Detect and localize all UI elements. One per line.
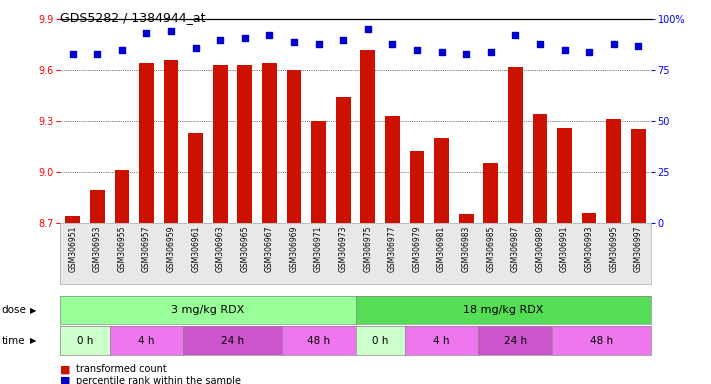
Text: 4 h: 4 h [433, 336, 450, 346]
Point [485, 49, 496, 55]
Point [411, 47, 422, 53]
Text: 0 h: 0 h [77, 336, 93, 346]
Point [92, 51, 103, 57]
Bar [287, 70, 301, 223]
Point [436, 49, 447, 55]
Point [190, 45, 201, 51]
Bar [262, 63, 277, 223]
Bar [582, 212, 597, 223]
Text: 48 h: 48 h [307, 336, 330, 346]
Point [387, 41, 398, 47]
Text: 0 h: 0 h [372, 336, 388, 346]
Bar [483, 163, 498, 223]
Bar [606, 119, 621, 223]
Point [313, 41, 324, 47]
Text: GSM306997: GSM306997 [634, 226, 643, 272]
Bar [90, 190, 105, 223]
Point [289, 38, 300, 45]
Bar [164, 60, 178, 223]
Text: GSM306991: GSM306991 [560, 226, 569, 272]
Text: time: time [1, 336, 25, 346]
Text: 3 mg/kg RDX: 3 mg/kg RDX [171, 305, 245, 315]
Text: GSM306987: GSM306987 [510, 226, 520, 272]
Text: GSM306957: GSM306957 [142, 226, 151, 272]
Text: ▶: ▶ [30, 306, 36, 314]
Point [239, 35, 250, 41]
Text: ■: ■ [60, 376, 75, 384]
Point [559, 47, 570, 53]
Text: 18 mg/kg RDX: 18 mg/kg RDX [463, 305, 543, 315]
Bar [631, 129, 646, 223]
Text: GSM306975: GSM306975 [363, 226, 373, 272]
Bar [385, 116, 400, 223]
Text: GSM306967: GSM306967 [265, 226, 274, 272]
Bar [459, 214, 474, 223]
Bar [139, 63, 154, 223]
Text: ▶: ▶ [30, 336, 36, 345]
Text: GSM306985: GSM306985 [486, 226, 496, 272]
Text: GSM306953: GSM306953 [93, 226, 102, 272]
Bar [533, 114, 547, 223]
Text: GSM306977: GSM306977 [388, 226, 397, 272]
Point [141, 30, 152, 36]
Point [215, 36, 226, 43]
Bar [311, 121, 326, 223]
Text: 24 h: 24 h [221, 336, 244, 346]
Text: 4 h: 4 h [138, 336, 155, 346]
Bar [114, 170, 129, 223]
Point [362, 26, 373, 33]
Bar [434, 138, 449, 223]
Point [67, 51, 78, 57]
Text: GSM306981: GSM306981 [437, 226, 446, 272]
Bar [557, 128, 572, 223]
Text: GSM306969: GSM306969 [289, 226, 299, 272]
Bar [237, 65, 252, 223]
Text: GSM306965: GSM306965 [240, 226, 250, 272]
Point [633, 43, 644, 49]
Text: GSM306979: GSM306979 [412, 226, 422, 272]
Text: percentile rank within the sample: percentile rank within the sample [76, 376, 241, 384]
Point [338, 36, 349, 43]
Point [116, 47, 127, 53]
Bar [360, 50, 375, 223]
Text: GSM306959: GSM306959 [166, 226, 176, 272]
Text: GSM306973: GSM306973 [338, 226, 348, 272]
Bar [336, 97, 351, 223]
Text: GSM306993: GSM306993 [584, 226, 594, 272]
Text: GDS5282 / 1384944_at: GDS5282 / 1384944_at [60, 12, 206, 25]
Text: GSM306961: GSM306961 [191, 226, 201, 272]
Point [264, 32, 275, 38]
Text: GSM306989: GSM306989 [535, 226, 545, 272]
Text: GSM306963: GSM306963 [215, 226, 225, 272]
Text: ■: ■ [60, 364, 75, 374]
Text: GSM306995: GSM306995 [609, 226, 618, 272]
Bar [213, 65, 228, 223]
Bar [65, 216, 80, 223]
Bar [188, 133, 203, 223]
Point [584, 49, 595, 55]
Text: dose: dose [1, 305, 26, 315]
Text: 48 h: 48 h [590, 336, 613, 346]
Point [166, 28, 177, 35]
Point [461, 51, 472, 57]
Point [534, 41, 545, 47]
Text: GSM306971: GSM306971 [314, 226, 323, 272]
Bar [410, 151, 424, 223]
Text: 24 h: 24 h [504, 336, 527, 346]
Point [510, 32, 521, 38]
Text: GSM306951: GSM306951 [68, 226, 77, 272]
Point [608, 41, 619, 47]
Text: GSM306983: GSM306983 [461, 226, 471, 272]
Text: transformed count: transformed count [76, 364, 167, 374]
Bar [508, 67, 523, 223]
Text: GSM306955: GSM306955 [117, 226, 127, 272]
